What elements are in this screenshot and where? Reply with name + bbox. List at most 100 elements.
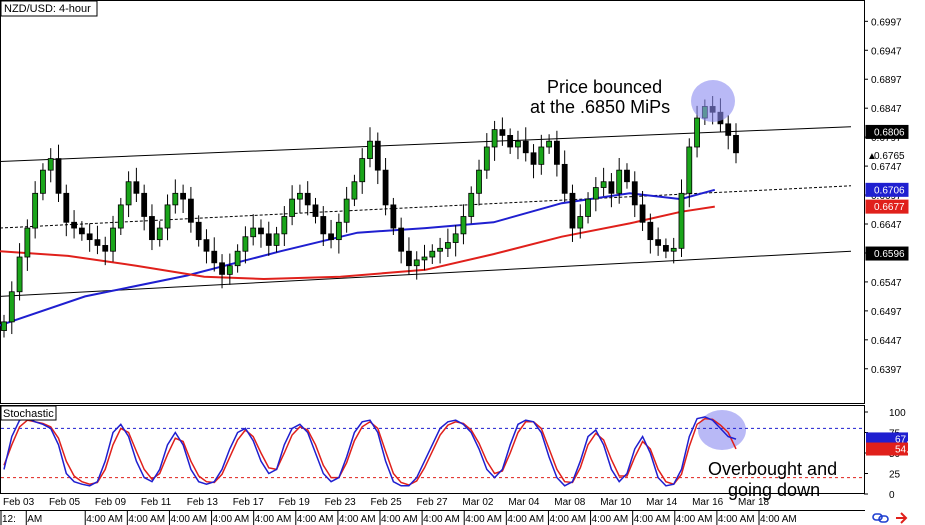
candle-body — [343, 198, 350, 223]
price-tag-label: 0.6765 — [874, 151, 905, 162]
time-label: 4:00 AM — [549, 514, 586, 525]
time-label: 12: — [2, 514, 16, 525]
candle-body — [647, 221, 654, 241]
candle-body — [180, 192, 187, 200]
candle-body — [538, 146, 545, 165]
candle-body — [16, 256, 23, 293]
time-label: AM — [27, 514, 42, 525]
price-highlight-circle — [691, 80, 735, 122]
symbol-label: NZD/USD: 4-hour — [4, 3, 91, 15]
candle-body — [281, 216, 288, 235]
candle-body — [670, 247, 677, 252]
date-label: Feb 19 — [279, 497, 311, 508]
candle-body — [406, 250, 412, 267]
candle-body — [733, 135, 739, 154]
price-tick-label: 0.6647 — [871, 220, 902, 231]
stochastic-tag-label: 54.85 — [895, 445, 920, 456]
candle-body — [234, 250, 241, 267]
price-tick-label: 0.6997 — [871, 17, 902, 28]
candle-body — [63, 192, 70, 223]
stochastic-tag-box — [866, 432, 908, 446]
candle-body — [507, 135, 514, 148]
stochastic-k-line — [3, 416, 737, 487]
price-tick-label: 0.6897 — [871, 75, 902, 86]
date-label: Feb 23 — [325, 497, 357, 508]
time-label: 4:00 AM — [676, 514, 713, 525]
candle-body — [78, 227, 85, 235]
candle-body — [608, 181, 615, 194]
candle-body — [398, 227, 405, 252]
time-label: 4:00 AM — [170, 514, 207, 525]
arrow-right-icon[interactable] — [896, 512, 908, 524]
stochastic-tick-label: 0 — [889, 490, 895, 501]
annotation-stoch-line2: going down — [728, 480, 820, 500]
candle-body — [655, 239, 662, 246]
price-tag-label: 0.6677 — [874, 202, 905, 213]
link-icon[interactable] — [872, 513, 889, 523]
candle-body — [86, 233, 93, 241]
candle-body — [312, 204, 319, 217]
candle-body — [491, 129, 498, 148]
annotation-stoch-line1: Overbought and — [708, 459, 837, 479]
candle-body — [304, 192, 311, 206]
candle-body — [437, 247, 443, 252]
candle-body — [203, 239, 210, 252]
time-label: 4:00 AM — [128, 514, 165, 525]
time-label: 4:00 AM — [465, 514, 502, 525]
price-tick-label: 0.6747 — [871, 162, 902, 173]
candle-body — [678, 192, 685, 249]
candle-body — [569, 192, 576, 229]
date-label: Feb 27 — [416, 497, 448, 508]
stochastic-tick-label: 100 — [889, 408, 906, 419]
candle-body — [694, 117, 700, 148]
time-label: 4:00 AM — [297, 514, 334, 525]
moving-average-0 — [0, 188, 716, 327]
date-label: Mar 16 — [692, 497, 724, 508]
price-tag-box — [865, 148, 909, 163]
candle-body — [71, 221, 77, 229]
stochastic-tag-box — [866, 442, 908, 456]
time-label: 4:00 AM — [507, 514, 544, 525]
time-label: 4:00 AM — [592, 514, 629, 525]
candle-body — [592, 187, 599, 200]
candle-body — [616, 169, 623, 194]
date-label: Mar 02 — [462, 497, 494, 508]
trendline-channel-bottom — [0, 250, 852, 297]
price-tick-label: 0.6847 — [871, 104, 902, 115]
time-label: 4:00 AM — [423, 514, 460, 525]
candle-body — [476, 169, 482, 194]
time-label: 4:00 AM — [213, 514, 250, 525]
stochastic-tick-label: 25 — [889, 470, 901, 481]
candle-body — [187, 198, 194, 223]
candle-body — [47, 158, 54, 171]
time-label: 4:00 AM — [86, 514, 123, 525]
price-tag-label: 0.6706 — [874, 185, 905, 196]
candle-body — [226, 265, 233, 275]
time-label: 4:00 AM — [718, 514, 755, 525]
candle-body — [600, 181, 607, 188]
candles — [1, 96, 739, 338]
trendline-channel-middle — [0, 185, 852, 229]
candle-body — [242, 236, 249, 252]
candle-body — [577, 216, 584, 229]
date-label: Mar 04 — [508, 497, 540, 508]
candle-body — [530, 152, 537, 165]
candle-body — [725, 123, 732, 136]
time-label: 4:00 AM — [339, 514, 376, 525]
candle-body — [390, 204, 397, 229]
candle-body — [359, 158, 366, 183]
candle-body — [219, 262, 225, 275]
candle-body — [149, 216, 155, 241]
candle-body — [515, 140, 521, 148]
candle-body — [468, 192, 475, 217]
candle-body — [546, 140, 553, 148]
date-label: Feb 03 — [3, 497, 35, 508]
candle-body — [585, 198, 591, 217]
price-tick-label: 0.6397 — [871, 365, 902, 376]
candle-body — [211, 250, 218, 264]
candle-body — [55, 158, 62, 194]
candle-body — [483, 146, 490, 171]
annotation-price-line2: at the .6850 MiPs — [530, 97, 670, 117]
candle-body — [452, 233, 459, 243]
candle-body — [328, 233, 334, 241]
